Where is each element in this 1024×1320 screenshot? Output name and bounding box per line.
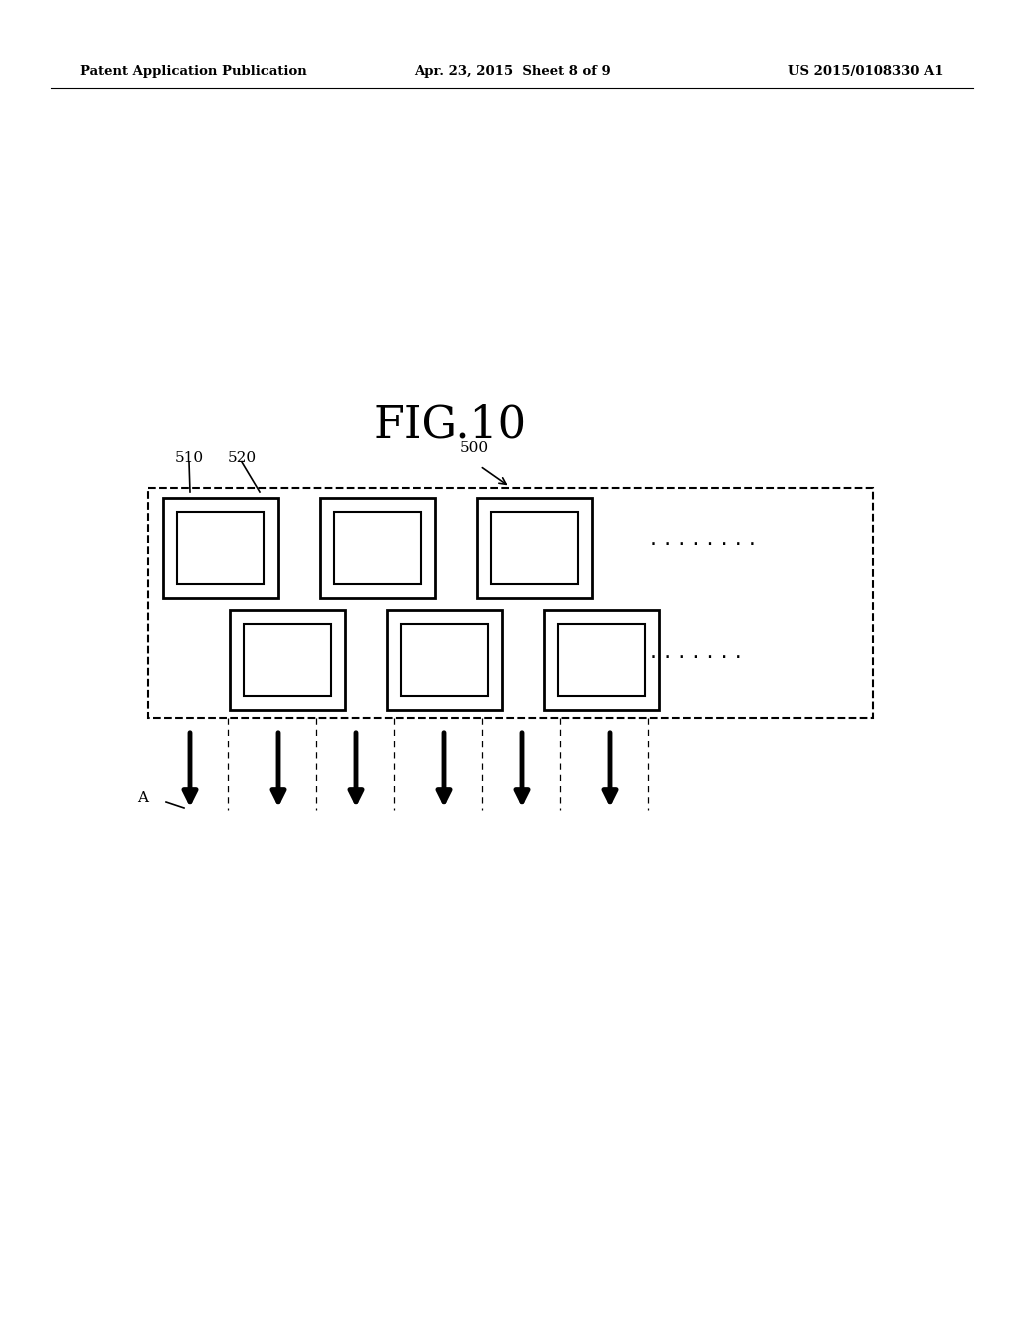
Bar xyxy=(163,498,278,598)
Bar xyxy=(544,610,659,710)
Text: FIG.10: FIG.10 xyxy=(374,404,526,446)
Text: 510: 510 xyxy=(175,451,204,465)
Text: · · · · · · · ·: · · · · · · · · xyxy=(650,535,756,554)
Text: Patent Application Publication: Patent Application Publication xyxy=(80,66,307,78)
Bar xyxy=(319,498,435,598)
Bar xyxy=(148,488,873,718)
Text: 520: 520 xyxy=(228,451,257,465)
Bar xyxy=(387,610,502,710)
Bar xyxy=(177,512,264,583)
Bar xyxy=(230,610,345,710)
Bar xyxy=(477,498,592,598)
Text: · · · · · · ·: · · · · · · · xyxy=(650,648,741,668)
Bar xyxy=(334,512,421,583)
Text: 500: 500 xyxy=(460,441,489,455)
Bar xyxy=(244,624,331,696)
Text: A: A xyxy=(137,791,148,805)
Text: US 2015/0108330 A1: US 2015/0108330 A1 xyxy=(788,66,944,78)
Bar xyxy=(490,512,578,583)
Text: Apr. 23, 2015  Sheet 8 of 9: Apr. 23, 2015 Sheet 8 of 9 xyxy=(414,66,610,78)
Bar xyxy=(401,624,488,696)
Bar xyxy=(558,624,645,696)
